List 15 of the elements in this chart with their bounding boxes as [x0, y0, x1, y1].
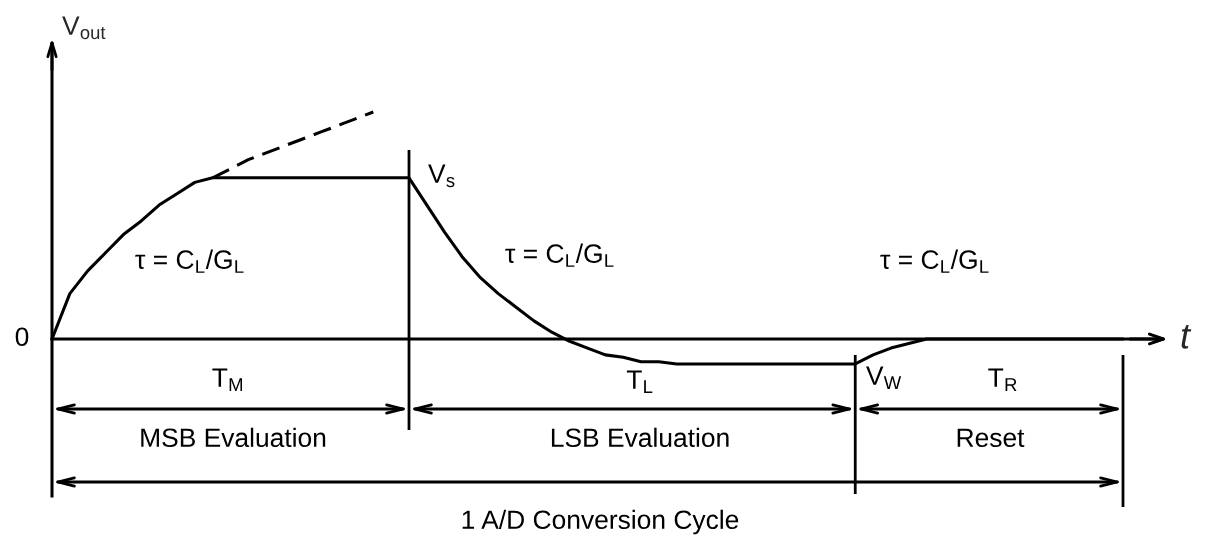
annotation: V$_{s}$ — [428, 164, 455, 188]
annotation: τ = C$_{L}$/G$_{L}$ — [505, 243, 614, 267]
annotation: τ = C$_{L}$/G$_{L}$ — [135, 249, 244, 273]
text: T$_{L}$ — [626, 370, 653, 393]
text: T$_{M}$ — [212, 368, 243, 391]
x-axis-title: t — [1181, 324, 1192, 349]
text: V$_{W}$ — [866, 366, 902, 389]
text: 0 — [15, 327, 29, 347]
y-axis-title: V$_{out}$ — [62, 16, 106, 40]
text: MSB Evaluation — [141, 427, 326, 448]
annotation: τ = C$_{L}$/G$_{L}$ — [880, 249, 989, 273]
text: 1 A/D Conversion Cycle — [462, 509, 739, 535]
text: T$_{R}$ — [988, 368, 1017, 391]
text: LSB Evaluation — [551, 427, 729, 448]
text: Reset — [957, 428, 1025, 448]
